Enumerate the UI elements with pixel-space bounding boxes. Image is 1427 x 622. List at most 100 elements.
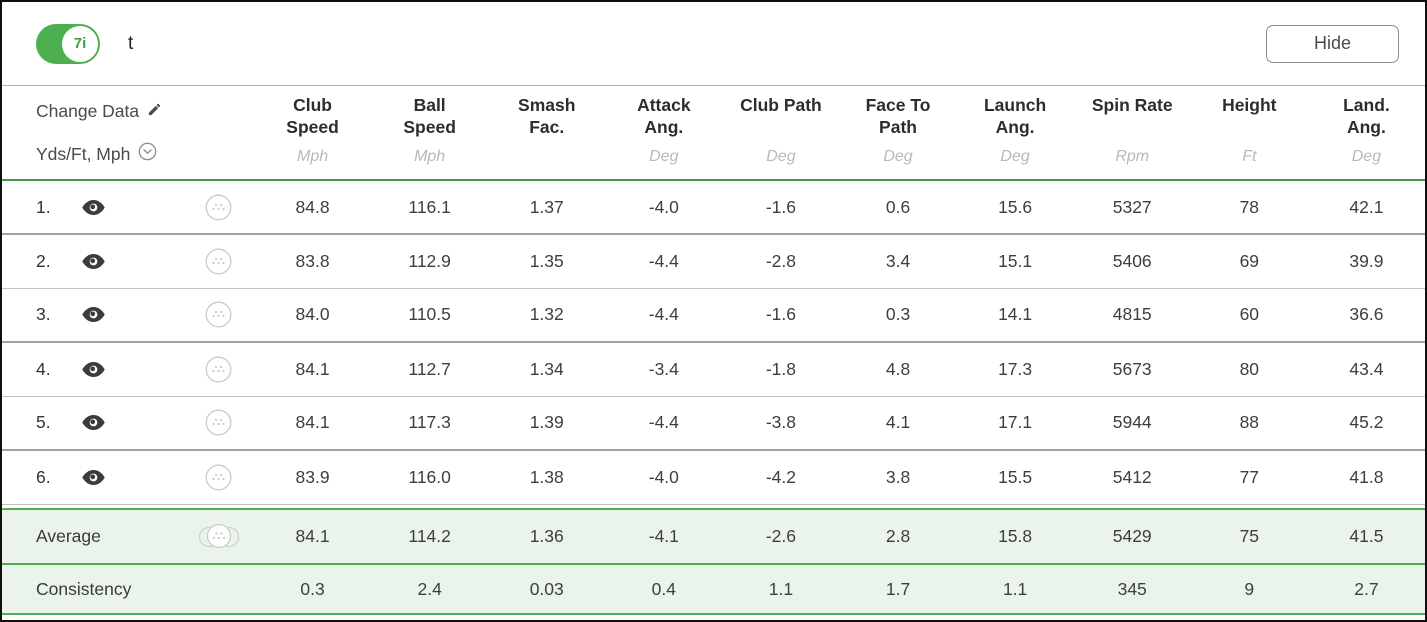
shot-value: -4.0 <box>648 196 679 217</box>
shot-row-controls: 3. <box>2 288 254 342</box>
consistency-value: 345 <box>1117 578 1147 599</box>
shot-number: 5. <box>36 412 51 433</box>
column-title: Spin Rate <box>1091 95 1173 115</box>
column-header-smash-fac: Smash Fac. <box>488 86 605 180</box>
eye-icon[interactable] <box>82 415 105 431</box>
consistency-value: 2.4 <box>417 578 442 599</box>
column-header-ball-speed: Ball Speed Mph <box>371 86 488 180</box>
average-label-cell: Average <box>2 509 254 564</box>
shot-value: 83.8 <box>295 250 330 271</box>
club-toggle[interactable]: 7i <box>36 23 100 64</box>
shot-value: -1.6 <box>765 304 796 325</box>
shot-value: 36.6 <box>1349 304 1384 325</box>
average-value: 5429 <box>1112 526 1152 546</box>
column-unit: Ft <box>1242 148 1257 165</box>
eye-icon[interactable] <box>82 307 105 323</box>
shot-value: 1.32 <box>529 304 564 325</box>
average-value: 1.36 <box>529 526 564 546</box>
shot-value: 5327 <box>1112 196 1152 217</box>
eye-icon[interactable] <box>82 253 105 269</box>
shot-value: 15.1 <box>998 250 1033 271</box>
shot-value: 0.3 <box>885 304 911 325</box>
consistency-value: 1.7 <box>885 578 911 599</box>
golf-ball-icon[interactable] <box>205 409 232 436</box>
shot-value: 116.1 <box>408 196 451 217</box>
shot-value: 39.9 <box>1349 250 1384 271</box>
shot-value: 5412 <box>1112 466 1152 487</box>
average-value: 2.8 <box>885 526 911 546</box>
column-unit: Deg <box>1000 148 1030 165</box>
change-data-label: Change Data <box>36 101 140 121</box>
shot-value: 84.0 <box>295 304 330 325</box>
golf-ball-icon[interactable] <box>205 301 232 328</box>
shot-value: 17.3 <box>998 358 1033 379</box>
shot-value: 112.7 <box>408 358 451 379</box>
column-title: Club Path <box>740 95 822 115</box>
column-title: Face To Path <box>865 95 931 137</box>
golf-ball-icon[interactable] <box>205 248 232 275</box>
shot-value: 17.1 <box>998 412 1033 433</box>
shot-value: -4.4 <box>648 250 679 271</box>
shot-value: 117.3 <box>408 412 451 433</box>
average-value: 114.2 <box>408 526 451 546</box>
units-selector[interactable]: Yds/Ft, Mph <box>36 142 254 166</box>
shot-row: 6. 83.9 116.0 1.38 -4.0 -4.2 3.8 15.5 5412 77 41.8 <box>2 450 1425 504</box>
shot-row-controls: 5. <box>2 396 254 450</box>
golf-ball-icon[interactable] <box>205 356 232 383</box>
shot-value: 80 <box>1239 358 1260 379</box>
pencil-icon <box>147 101 162 122</box>
column-unit: Mph <box>414 148 446 165</box>
shot-value: -3.8 <box>765 412 796 433</box>
shot-number: 4. <box>36 358 51 379</box>
shot-value: 1.37 <box>529 196 564 217</box>
shot-value: -2.8 <box>765 250 796 271</box>
shot-value: 110.5 <box>408 304 451 325</box>
table-header-first-cell: Change Data Yds/Ft, Mph <box>2 86 254 180</box>
consistency-label: Consistency <box>36 578 132 599</box>
table-header-row: Change Data Yds/Ft, Mph Clu <box>2 86 1425 180</box>
shot-number: 6. <box>36 466 51 487</box>
change-data-button[interactable]: Change Data <box>36 101 254 122</box>
shot-row-controls: 6. <box>2 450 254 504</box>
shot-value: 1.34 <box>529 358 564 379</box>
eye-icon[interactable] <box>82 469 105 485</box>
column-title: Height <box>1222 95 1277 115</box>
units-selector-label: Yds/Ft, Mph <box>36 143 131 164</box>
eye-icon[interactable] <box>82 361 105 377</box>
column-header-launch-ang: Launch Ang. Deg <box>957 86 1074 180</box>
hide-button[interactable]: Hide <box>1266 24 1399 63</box>
shot-data-table: Change Data Yds/Ft, Mph Clu <box>2 86 1425 615</box>
shot-value: 0.6 <box>885 196 911 217</box>
shot-value: -1.8 <box>765 358 796 379</box>
column-unit: Mph <box>296 148 329 165</box>
shot-value: 83.9 <box>295 466 330 487</box>
shot-value: -4.2 <box>765 466 796 487</box>
column-title: Launch Ang. <box>983 95 1047 137</box>
summary-rows: Average 84.1 114.2 1.36 -4.1 -2.6 2.8 15.8 5429 7… <box>2 504 1425 614</box>
average-value: 15.8 <box>998 526 1033 546</box>
session-label: t <box>128 32 134 54</box>
column-header-face-to-path: Face To Path Deg <box>839 86 956 180</box>
shot-value: 1.39 <box>529 412 564 433</box>
shot-value: 4815 <box>1112 304 1152 325</box>
shot-value: 5406 <box>1112 250 1152 271</box>
shot-value: 69 <box>1239 250 1260 271</box>
consistency-value: 9 <box>1244 578 1255 599</box>
shot-number: 1. <box>36 196 51 217</box>
consistency-value: 1.1 <box>1002 578 1028 599</box>
column-title: Smash Fac. <box>518 95 576 137</box>
consistency-value: 0.03 <box>529 578 564 599</box>
average-value: 84.1 <box>295 526 330 546</box>
eye-icon[interactable] <box>82 199 105 215</box>
consistency-row: Consistency 0.3 2.4 0.03 0.4 1.1 1.7 1.1 345 9 2.7 <box>2 564 1425 614</box>
shot-value: 1.35 <box>529 250 564 271</box>
consistency-value: 2.7 <box>1354 578 1379 599</box>
shot-value: 1.38 <box>529 466 564 487</box>
column-unit: Rpm <box>1115 148 1150 165</box>
golf-ball-icon[interactable] <box>205 464 232 491</box>
shot-value: -4.4 <box>648 304 679 325</box>
consistency-label-cell: Consistency <box>2 564 254 614</box>
golf-ball-icon[interactable] <box>205 194 232 221</box>
column-title: Ball Speed <box>403 95 456 137</box>
shot-rows: 1. 84.8 116.1 1.37 -4.0 -1.6 0.6 15.6 5327 78 42.1… <box>2 180 1425 504</box>
